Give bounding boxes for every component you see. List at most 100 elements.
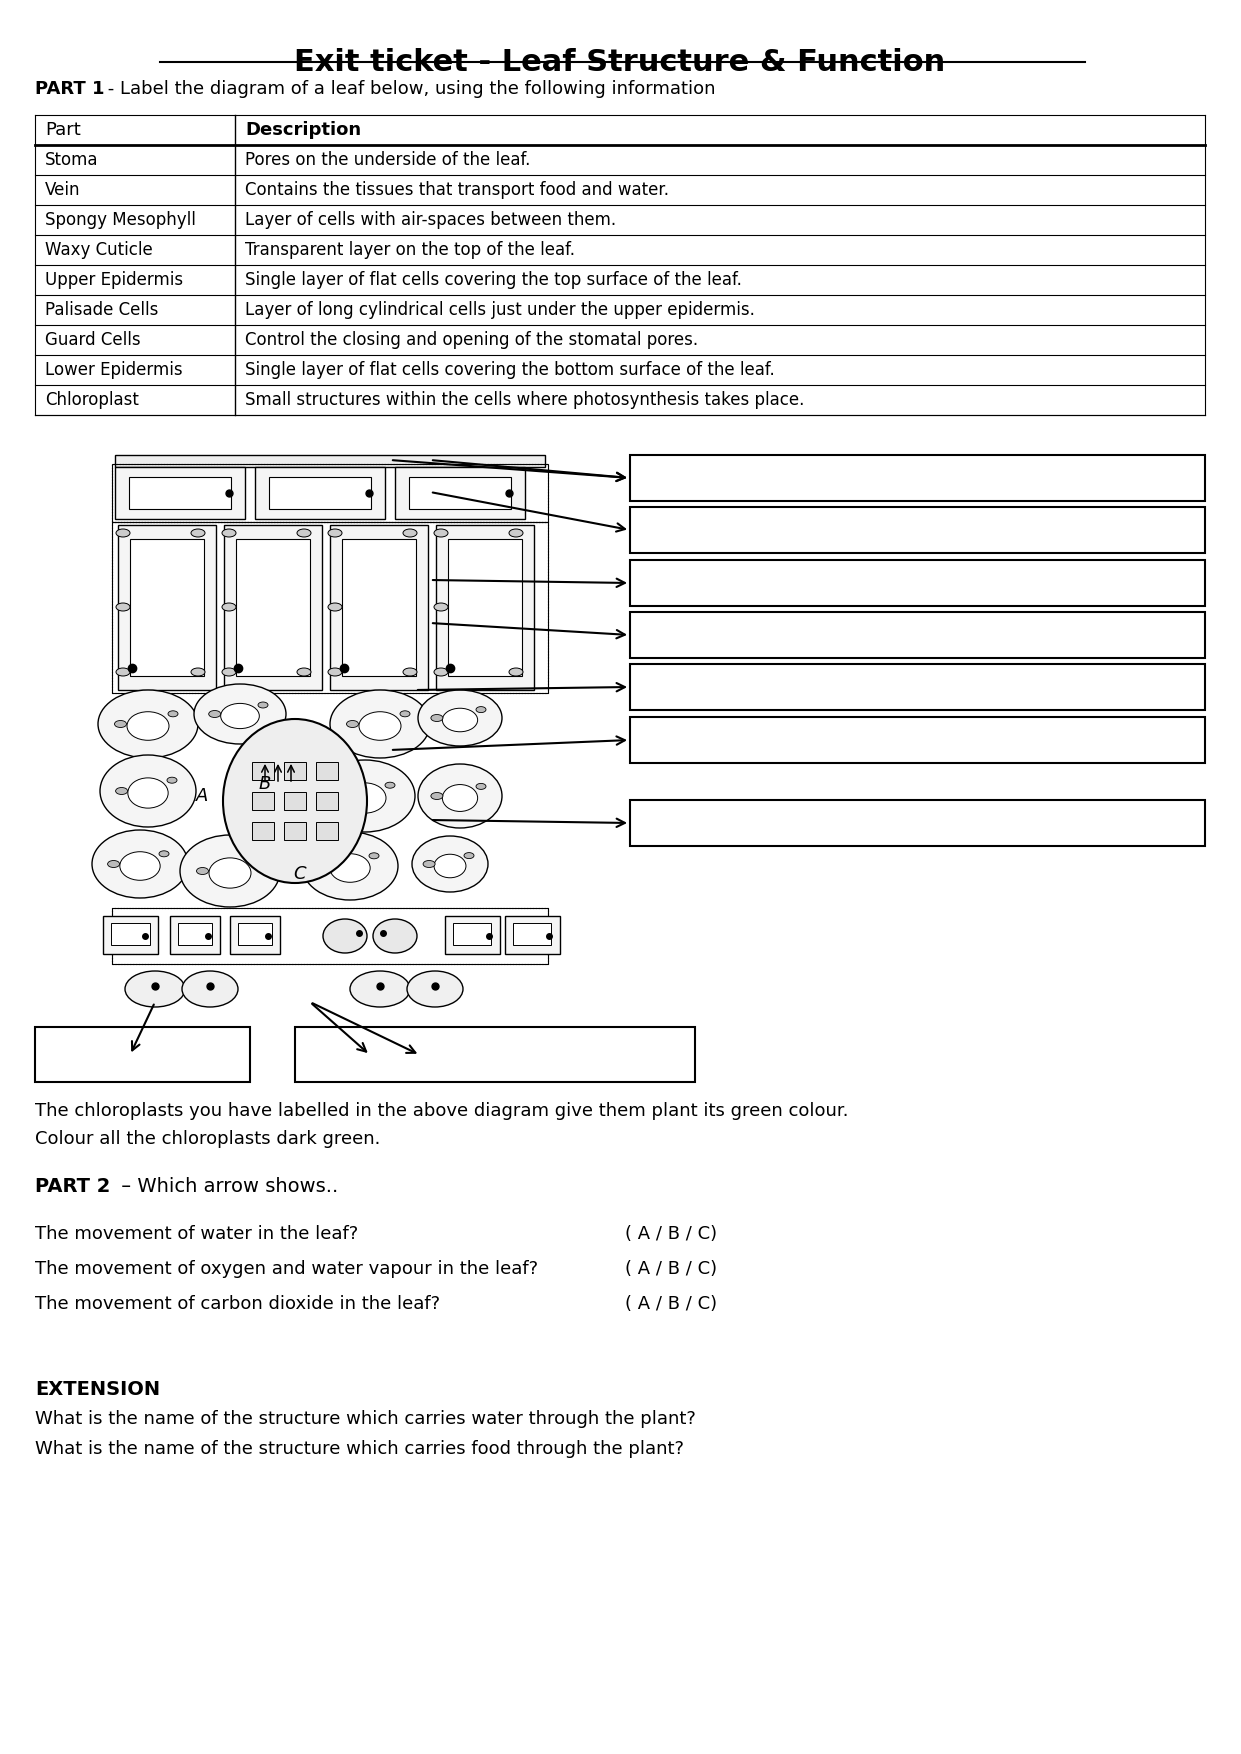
Bar [252,793,274,810]
Ellipse shape [315,759,414,831]
Ellipse shape [418,689,503,745]
Ellipse shape [346,721,359,728]
Text: What is the name of the structure which carries water through the plant?: What is the name of the structure which … [35,1410,696,1428]
Ellipse shape [431,714,443,721]
Bar [252,761,274,781]
Text: Guard Cells: Guard Cells [45,332,140,349]
Text: Transparent layer on the top of the leaf.: Transparent layer on the top of the leaf… [244,240,575,260]
Bar [112,465,549,523]
Text: Palisade Cells: Palisade Cells [45,302,159,319]
Ellipse shape [101,754,196,826]
Bar [316,823,338,840]
Bar [112,909,549,965]
Ellipse shape [182,972,238,1007]
Bar [343,538,416,675]
Ellipse shape [328,603,343,610]
Bar [630,507,1205,553]
Ellipse shape [191,668,205,675]
Ellipse shape [115,668,130,675]
Ellipse shape [108,861,119,868]
Bar [630,717,1205,763]
Bar [436,524,534,689]
Text: Description: Description [244,121,361,139]
Bar [448,538,522,675]
Ellipse shape [159,851,169,856]
Ellipse shape [350,972,410,1007]
Text: Single layer of flat cells covering the top surface of the leaf.: Single layer of flat cells covering the … [244,272,742,289]
Text: Pores on the underside of the leaf.: Pores on the underside of the leaf. [244,151,530,168]
Bar [238,923,272,945]
Bar [284,761,307,781]
Bar [129,477,231,509]
Ellipse shape [98,689,199,758]
Ellipse shape [385,782,395,788]
Bar [115,454,545,467]
Text: The movement of water in the leaf?: The movement of water in the leaf? [35,1224,359,1244]
Text: Vein: Vein [45,181,81,198]
Bar [112,909,549,965]
Ellipse shape [208,710,221,717]
Text: – Which arrow shows..: – Which arrow shows.. [115,1177,339,1196]
Text: Stoma: Stoma [45,151,98,168]
Ellipse shape [222,603,236,610]
Ellipse shape [434,530,448,537]
Text: Layer of long cylindrical cells just under the upper epidermis.: Layer of long cylindrical cells just und… [244,302,755,319]
Ellipse shape [168,777,177,784]
Bar [236,538,310,675]
Bar [35,1028,249,1082]
Bar [177,923,212,945]
Ellipse shape [92,830,187,898]
Bar [223,524,321,689]
Ellipse shape [115,603,130,610]
Bar [630,665,1205,710]
Bar [118,524,216,689]
Ellipse shape [249,858,261,863]
Ellipse shape [128,777,169,809]
Text: The movement of oxygen and water vapour in the leaf?: The movement of oxygen and water vapour … [35,1259,539,1279]
Bar [295,1028,695,1082]
Ellipse shape [400,710,410,717]
Ellipse shape [318,863,330,870]
Ellipse shape [464,852,474,859]
Ellipse shape [442,709,478,731]
Ellipse shape [344,782,386,814]
Text: Part: Part [45,121,81,139]
Ellipse shape [328,530,343,537]
Ellipse shape [423,861,436,868]
Ellipse shape [168,710,177,717]
Text: Upper Epidermis: Upper Epidermis [45,272,184,289]
Ellipse shape [328,668,343,675]
Ellipse shape [330,689,429,758]
Ellipse shape [477,784,486,789]
Bar [130,538,204,675]
Bar [112,523,549,693]
Bar [170,916,220,954]
Bar [410,477,511,509]
Text: EXTENSION: EXTENSION [35,1380,160,1400]
Ellipse shape [434,668,448,675]
Bar [254,467,385,519]
Ellipse shape [302,831,398,900]
Ellipse shape [115,530,130,537]
Bar [316,793,338,810]
Text: ( A / B / C): ( A / B / C) [625,1224,717,1244]
Bar [252,823,274,840]
Bar [453,923,491,945]
Bar [395,467,525,519]
Text: A: A [196,788,208,805]
Text: B: B [259,775,272,793]
Ellipse shape [369,852,379,859]
Ellipse shape [125,972,185,1007]
Ellipse shape [323,919,367,952]
Ellipse shape [403,668,417,675]
Text: The movement of carbon dioxide in the leaf?: The movement of carbon dioxide in the le… [35,1294,441,1314]
Ellipse shape [222,530,236,537]
Ellipse shape [330,854,370,882]
Ellipse shape [403,530,417,537]
Text: Spongy Mesophyll: Spongy Mesophyll [45,210,196,230]
Ellipse shape [120,852,160,881]
Text: Chloroplast: Chloroplast [45,391,139,409]
Ellipse shape [223,719,367,882]
Bar [316,761,338,781]
Ellipse shape [221,703,259,728]
